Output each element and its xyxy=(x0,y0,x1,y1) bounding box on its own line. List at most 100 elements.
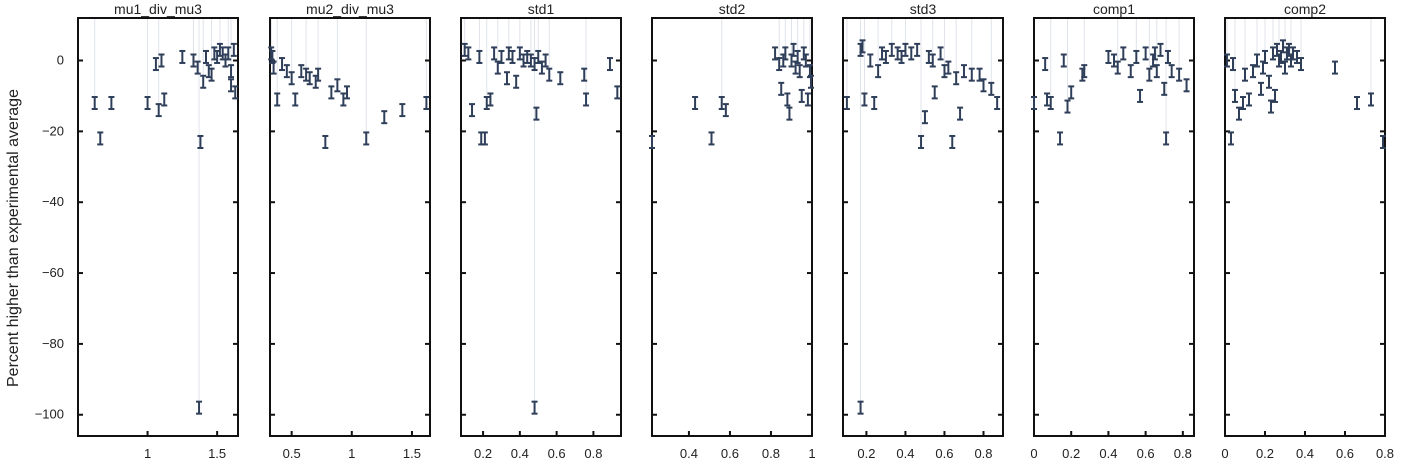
data-point xyxy=(786,106,793,121)
data-point xyxy=(1060,53,1067,68)
data-point xyxy=(533,106,540,121)
data-point xyxy=(945,60,952,75)
subplot-comp1: comp1 0 0.2 0.4 0.6 0.8 xyxy=(1030,1,1195,461)
data-point xyxy=(581,67,588,82)
data-point xyxy=(1081,64,1088,79)
x-tick-label: 0.6 xyxy=(721,446,739,461)
data-point xyxy=(843,96,850,111)
data-point xyxy=(1044,92,1051,107)
data-point xyxy=(1137,88,1144,103)
data-point xyxy=(179,49,186,64)
data-point xyxy=(478,131,485,146)
data-point xyxy=(516,46,523,61)
data-point xyxy=(334,78,341,93)
data-point xyxy=(980,78,987,93)
data-point xyxy=(1151,46,1158,61)
x-tick-label: 1 xyxy=(808,446,815,461)
data-point xyxy=(798,88,805,103)
data-point xyxy=(882,49,889,64)
data-point xyxy=(505,46,512,61)
data-point xyxy=(1380,134,1386,149)
data-point xyxy=(481,131,488,146)
data-point xyxy=(949,134,956,149)
data-point xyxy=(531,57,538,72)
subplot-mu2_div_mu3: mu2_div_mu3 0.5 1 1.5 xyxy=(268,1,431,461)
data-point xyxy=(1240,96,1246,111)
data-point xyxy=(1183,78,1190,93)
data-point xyxy=(888,42,895,57)
x-tick-label: 1 xyxy=(144,446,151,461)
data-point xyxy=(538,60,545,75)
data-point xyxy=(859,39,866,54)
x-tick-label: 0.2 xyxy=(474,446,492,461)
data-point xyxy=(509,49,516,64)
data-point xyxy=(303,67,310,82)
data-point xyxy=(306,71,313,86)
x-tick-label: 0.4 xyxy=(1099,446,1117,461)
data-point xyxy=(542,53,549,68)
data-point xyxy=(1236,106,1242,121)
data-point xyxy=(208,67,215,82)
data-point xyxy=(1111,53,1117,68)
data-point xyxy=(531,400,538,415)
data-point xyxy=(230,42,237,57)
data-point xyxy=(861,92,868,107)
data-point xyxy=(1268,99,1274,114)
data-point xyxy=(772,46,779,61)
data-point xyxy=(399,103,406,118)
x-tick-label: 0.2 xyxy=(1256,446,1274,461)
subplot-mu1_div_mu3: mu1_div_mu3 0 −20 −40 −60 −80 −100 1 1.5 xyxy=(35,1,239,461)
data-point xyxy=(925,49,932,64)
subplot-frame xyxy=(460,17,622,437)
data-point xyxy=(270,60,277,75)
data-point xyxy=(524,49,531,64)
data-point xyxy=(1266,74,1272,89)
data-point xyxy=(1282,60,1288,75)
data-point xyxy=(1242,67,1248,82)
x-tick-label: 0.4 xyxy=(896,446,914,461)
data-point xyxy=(200,74,207,89)
data-point xyxy=(914,42,921,57)
data-point xyxy=(807,74,814,89)
data-point xyxy=(1042,57,1049,72)
data-point xyxy=(144,96,151,111)
data-point xyxy=(941,64,948,79)
subplot-comp2: comp2 0 0.2 0.4 0.6 0.8 xyxy=(1221,1,1394,461)
data-point xyxy=(960,64,967,79)
data-point xyxy=(274,92,281,107)
data-point xyxy=(1163,131,1170,146)
data-point xyxy=(203,49,209,64)
subplot-frame xyxy=(842,17,1004,437)
data-point xyxy=(520,53,527,68)
x-tick-label: 0.6 xyxy=(1137,446,1155,461)
data-point xyxy=(1161,81,1168,96)
x-tick-label: 0.8 xyxy=(974,446,992,461)
data-point xyxy=(1224,53,1230,68)
data-point xyxy=(902,42,909,57)
x-tick-label: 0.8 xyxy=(1376,446,1394,461)
data-point xyxy=(931,85,938,100)
data-point xyxy=(804,92,811,107)
data-point xyxy=(108,96,115,111)
data-point xyxy=(1254,53,1260,68)
x-tick-label: 1.5 xyxy=(208,446,226,461)
data-point xyxy=(790,42,797,57)
data-point xyxy=(802,53,809,68)
data-point xyxy=(283,64,290,79)
data-point xyxy=(1354,96,1360,111)
data-point xyxy=(1280,39,1286,54)
x-tick-label: 0.4 xyxy=(511,446,529,461)
data-point xyxy=(1127,64,1134,79)
data-point xyxy=(782,46,789,61)
y-tick-label: −20 xyxy=(42,123,64,138)
x-tick-label: 1.5 xyxy=(403,446,421,461)
data-point xyxy=(483,96,490,111)
data-point xyxy=(155,103,162,118)
data-point xyxy=(91,96,98,111)
data-point xyxy=(423,96,430,111)
x-tick-label: 0.8 xyxy=(584,446,602,461)
x-tick-label: 0.6 xyxy=(935,446,953,461)
data-point xyxy=(487,92,494,107)
data-point xyxy=(929,53,936,68)
